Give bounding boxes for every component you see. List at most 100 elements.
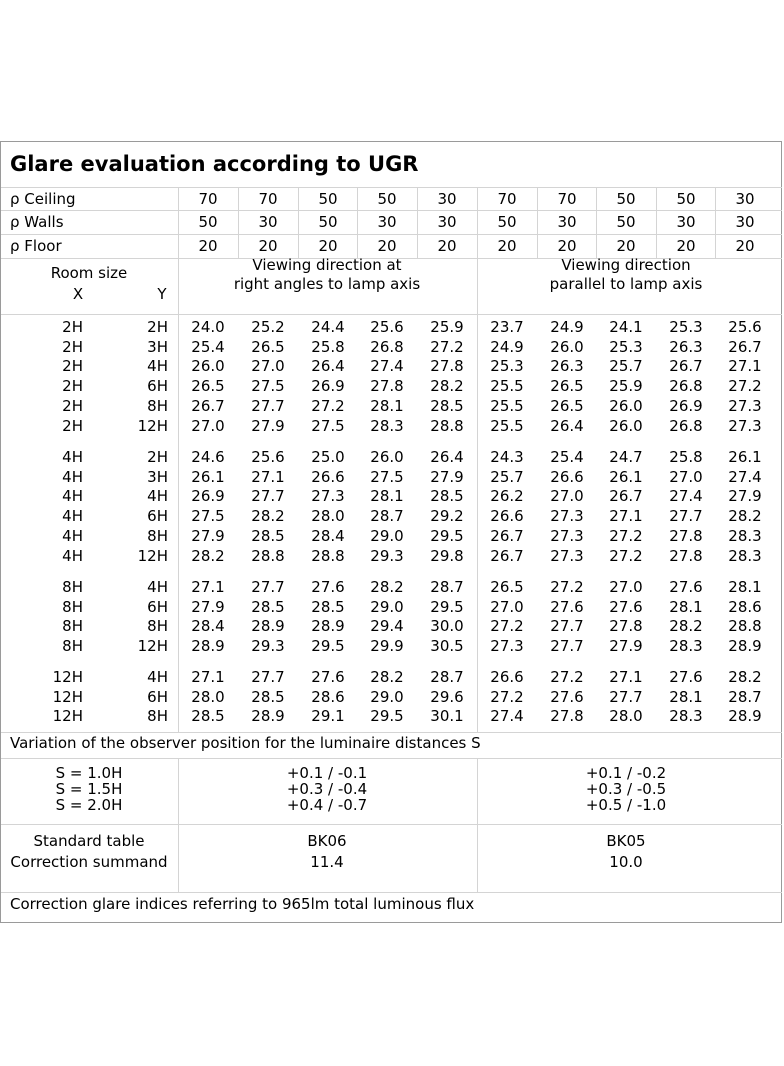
ugr-value: 26.5 (550, 377, 584, 396)
ugr-value: 28.0 (191, 687, 225, 706)
distance-s-label: S = 2.0H (55, 796, 123, 814)
reflectance-value: 30 (437, 213, 457, 231)
ugr-value: 26.7 (490, 546, 524, 565)
ugr-value: 26.3 (669, 337, 703, 356)
ugr-value: 28.2 (370, 668, 404, 686)
ugr-value: 27.7 (251, 578, 285, 596)
ugr-value: 27.1 (609, 668, 643, 686)
room-size-y: 4H (147, 578, 168, 596)
ugr-value: 28.1 (728, 578, 762, 596)
room-size-label: Room size (50, 264, 128, 282)
ugr-value: 27.2 (550, 578, 584, 596)
ugr-value: 29.8 (430, 546, 464, 565)
grid-line-vertical (178, 758, 179, 892)
ugr-value: 27.6 (669, 668, 703, 686)
grid-line-vertical (298, 187, 299, 258)
ugr-value: 28.5 (430, 396, 464, 415)
ugr-value: 26.9 (669, 396, 703, 415)
ugr-value: 24.6 (191, 448, 225, 466)
room-size-y-label: Y (157, 285, 167, 303)
ugr-value: 27.7 (550, 637, 584, 656)
footer-note: Correction glare indices referring to 96… (10, 895, 475, 913)
ugr-value: 28.5 (430, 487, 464, 506)
ugr-value: 23.7 (490, 318, 524, 336)
ugr-value: 26.8 (669, 416, 703, 435)
ugr-value: 26.0 (370, 448, 404, 466)
ugr-value: 29.5 (370, 707, 404, 726)
room-size-x: 8H (62, 578, 83, 596)
ugr-value: 27.8 (370, 377, 404, 396)
ugr-value: 26.1 (191, 467, 225, 486)
ugr-value: 28.4 (311, 526, 345, 545)
reflectance-value: 70 (198, 190, 218, 208)
ugr-value: 27.8 (609, 617, 643, 636)
room-size-y: 12H (137, 637, 168, 656)
ugr-value: 28.3 (669, 707, 703, 726)
ugr-value: 24.4 (311, 318, 345, 336)
ugr-value: 26.5 (191, 377, 225, 396)
ugr-value: 29.5 (430, 526, 464, 545)
room-size-y: 3H (147, 337, 168, 356)
ugr-value: 27.3 (550, 546, 584, 565)
ugr-value: 27.2 (430, 337, 464, 356)
room-size-y: 8H (147, 396, 168, 415)
ugr-value: 30.5 (430, 637, 464, 656)
ugr-value: 27.3 (728, 396, 762, 415)
ugr-value: 27.7 (550, 617, 584, 636)
reflectance-value: 20 (557, 237, 577, 255)
ugr-value: 27.6 (609, 597, 643, 616)
room-size-x: 2H (62, 357, 83, 376)
room-size-y: 8H (147, 617, 168, 636)
room-size-x: 12H (52, 668, 83, 686)
ugr-value: 27.4 (728, 467, 762, 486)
room-size-x: 8H (62, 617, 83, 636)
reflectance-value: 20 (318, 237, 338, 255)
ugr-value: 27.0 (669, 467, 703, 486)
reflectance-value: 50 (676, 190, 696, 208)
grid-line-vertical (477, 258, 478, 732)
grid-line-horizontal (1, 314, 782, 315)
ugr-value: 27.6 (311, 668, 345, 686)
ugr-value: 28.2 (430, 377, 464, 396)
room-size-y: 4H (147, 357, 168, 376)
ugr-value: 27.6 (669, 578, 703, 596)
ugr-value: 27.6 (311, 578, 345, 596)
reflectance-label: ρ Walls (10, 213, 64, 231)
room-size-x: 4H (62, 526, 83, 545)
ugr-value: 27.2 (311, 396, 345, 415)
grid-line-vertical (417, 187, 418, 258)
room-size-x: 4H (62, 507, 83, 526)
reflectance-value: 20 (258, 237, 278, 255)
ugr-value: 28.5 (311, 597, 345, 616)
ugr-value: 27.8 (550, 707, 584, 726)
ugr-value: 27.2 (550, 668, 584, 686)
reflectance-value: 30 (377, 213, 397, 231)
variation-heading: Variation of the observer position for t… (10, 734, 481, 752)
ugr-value: 28.9 (191, 637, 225, 656)
ugr-value: 28.2 (728, 668, 762, 686)
ugr-value: 26.7 (669, 357, 703, 376)
grid-line-horizontal (1, 258, 782, 259)
ugr-value: 28.3 (370, 416, 404, 435)
ugr-value: 27.4 (669, 487, 703, 506)
grid-line-horizontal (1, 732, 782, 733)
room-size-x: 12H (52, 687, 83, 706)
room-size-x: 2H (62, 337, 83, 356)
grid-line-vertical (477, 187, 478, 258)
ugr-value: 28.5 (251, 526, 285, 545)
ugr-value: 27.9 (609, 637, 643, 656)
ugr-value: 27.5 (370, 467, 404, 486)
ugr-value: 26.8 (370, 337, 404, 356)
ugr-value: 28.1 (370, 487, 404, 506)
ugr-value: 24.7 (609, 448, 643, 466)
ugr-value: 26.0 (609, 396, 643, 415)
ugr-value: 26.4 (311, 357, 345, 376)
ugr-value: 27.9 (191, 597, 225, 616)
room-size-y: 12H (137, 546, 168, 565)
ugr-value: 27.5 (311, 416, 345, 435)
ugr-value: 29.9 (370, 637, 404, 656)
room-size-y: 8H (147, 707, 168, 726)
ugr-value: 28.9 (251, 617, 285, 636)
room-size-x: 8H (62, 637, 83, 656)
reflectance-value: 20 (437, 237, 457, 255)
